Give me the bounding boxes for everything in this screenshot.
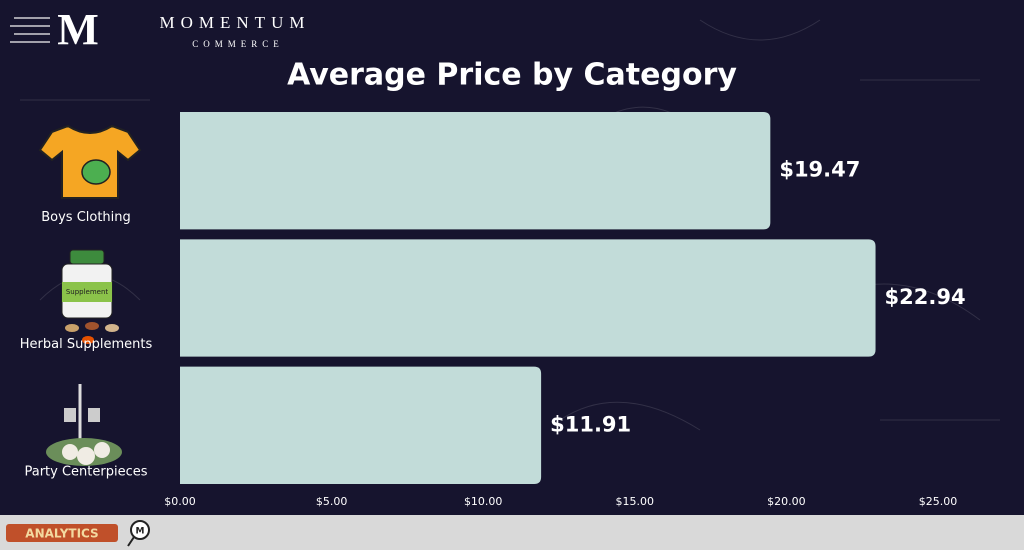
value-label: $19.47 (779, 158, 860, 182)
logo: M MOMENTUM COMMERCE (10, 5, 311, 54)
footer-badge: ANALYTICS (25, 527, 98, 541)
brand-name: MOMENTUM (160, 13, 311, 32)
x-tick-label: $0.00 (164, 495, 196, 508)
footer-letter: M (136, 527, 145, 537)
bar (180, 239, 876, 357)
bar (180, 112, 771, 230)
centerpiece-icon (46, 384, 122, 466)
supplement-icon: Supplement (61, 249, 119, 344)
x-tick-label: $25.00 (919, 495, 958, 508)
footer-bar (0, 515, 1024, 550)
value-label: $22.94 (885, 285, 966, 309)
x-tick-label: $15.00 (616, 495, 655, 508)
x-tick-label: $20.00 (767, 495, 806, 508)
y-tick-label: Herbal Supplements (20, 337, 153, 352)
x-tick-label: $5.00 (316, 495, 348, 508)
bottle-label: Supplement (66, 288, 109, 296)
brand-tagline: COMMERCE (192, 39, 284, 49)
logo-letter: M (57, 5, 99, 54)
y-tick-label: Boys Clothing (41, 210, 131, 225)
tshirt-icon (38, 124, 142, 199)
y-tick-label: Party Centerpieces (24, 465, 147, 480)
value-label: $11.91 (550, 412, 631, 436)
chart-title: Average Price by Category (287, 58, 737, 93)
x-tick-label: $10.00 (464, 495, 503, 508)
bar (180, 366, 542, 484)
footer-logo: ANALYTICS M (6, 520, 150, 547)
